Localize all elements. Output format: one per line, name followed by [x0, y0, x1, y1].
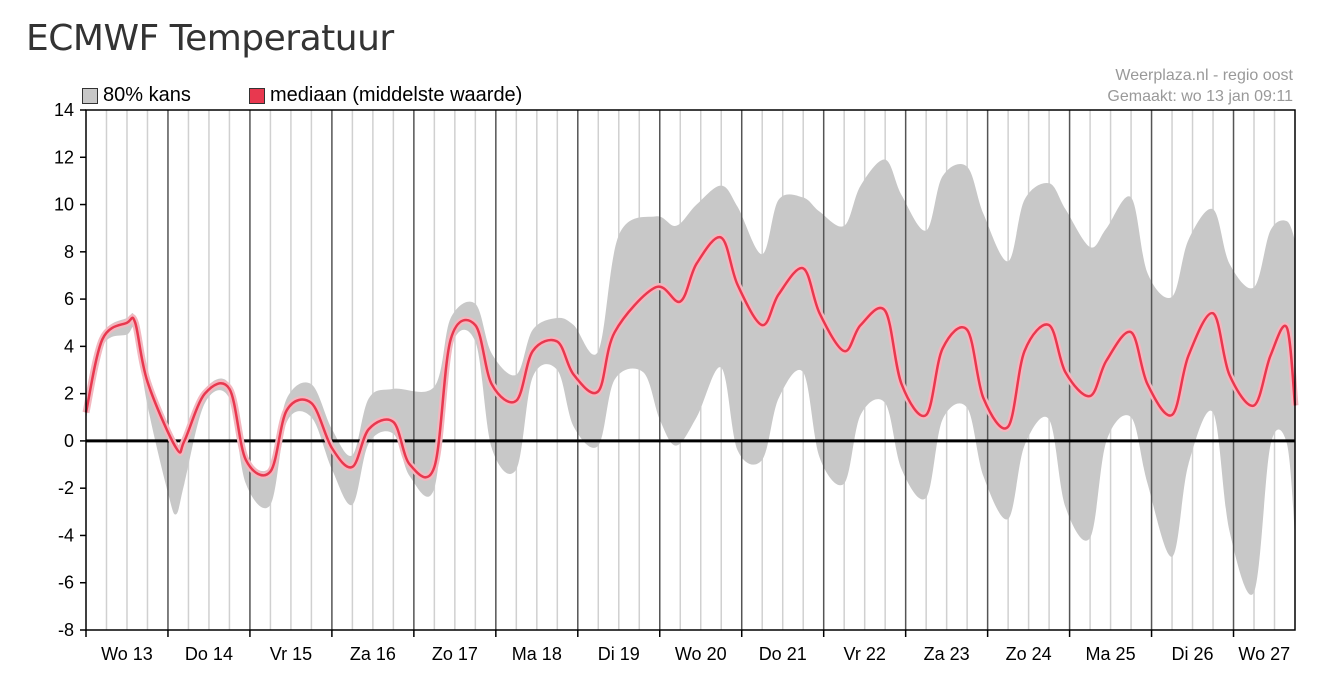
legend-band: 80% kans	[82, 84, 191, 107]
x-day-label: Vr 15	[270, 644, 312, 664]
y-tick-label: -4	[58, 525, 74, 545]
legend-median: mediaan (middelste waarde)	[249, 84, 522, 107]
y-tick-label: 8	[64, 242, 74, 262]
x-day-label: Za 23	[924, 644, 970, 664]
x-day-label: Wo 27	[1238, 644, 1290, 664]
y-tick-label: 10	[54, 195, 74, 215]
x-day-label: Wo 13	[101, 644, 153, 664]
median-swatch	[249, 87, 265, 104]
x-day-label: Za 16	[350, 644, 396, 664]
page-title: ECMWF Temperatuur	[26, 18, 394, 59]
y-tick-label: 0	[64, 431, 74, 451]
y-tick-label: 2	[64, 384, 74, 404]
y-tick-label: -8	[58, 620, 74, 640]
y-tick-label: 14	[54, 100, 74, 120]
x-day-label: Di 26	[1172, 644, 1214, 664]
x-day-label: Zo 17	[432, 644, 478, 664]
y-tick-label: -2	[58, 478, 74, 498]
y-tick-label: 4	[64, 336, 74, 356]
x-day-label: Ma 25	[1086, 644, 1136, 664]
legend-band-label: 80% kans	[103, 84, 191, 106]
y-tick-label: -6	[58, 573, 74, 593]
band-swatch	[82, 87, 98, 104]
legend-median-label: mediaan (middelste waarde)	[270, 84, 523, 106]
median-line	[84, 236, 1297, 479]
x-day-label: Ma 18	[512, 644, 562, 664]
x-day-label: Vr 22	[843, 644, 885, 664]
x-day-label: Di 19	[598, 644, 640, 664]
plot-frame	[85, 109, 1296, 631]
x-day-label: Wo 20	[675, 644, 727, 664]
x-day-label: Do 21	[759, 644, 807, 664]
credit-source: Weerplaza.nl - regio oost	[1115, 67, 1293, 84]
x-day-label: Zo 24	[1006, 644, 1052, 664]
band-80-area	[86, 159, 1295, 595]
x-day-label: Do 14	[185, 644, 233, 664]
y-tick-label: 6	[64, 289, 74, 309]
credit-made: Gemaakt: wo 13 jan 09:11	[1107, 88, 1293, 105]
y-tick-label: 12	[54, 147, 74, 167]
